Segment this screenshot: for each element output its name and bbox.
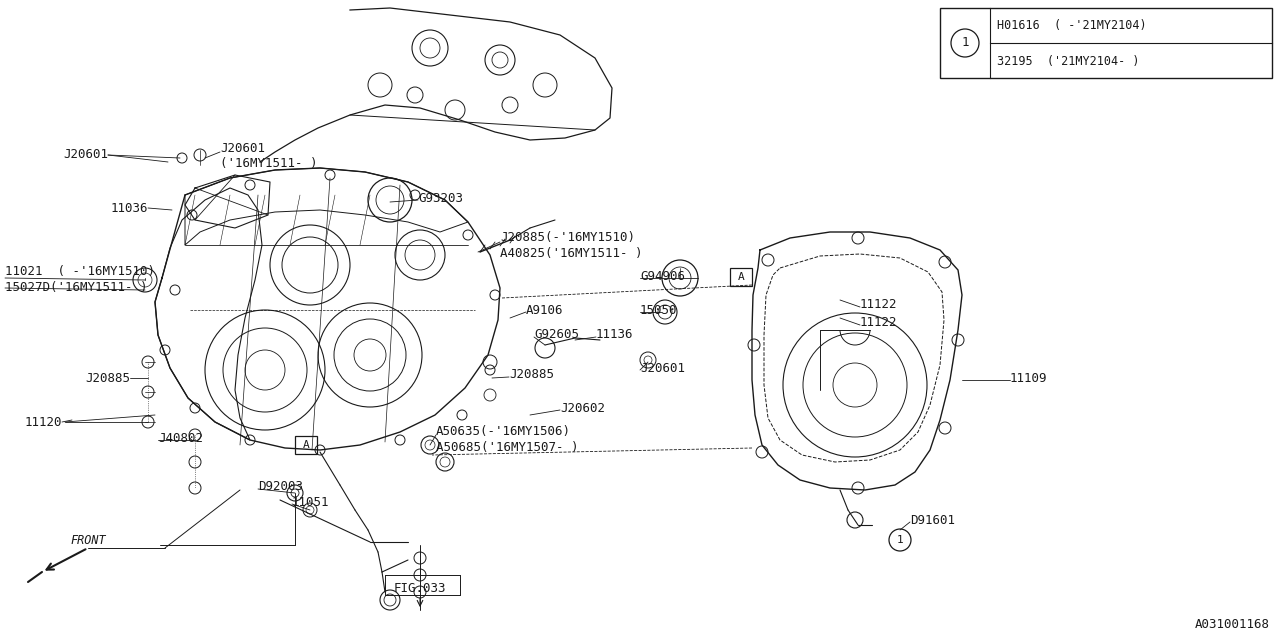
Text: 15050: 15050 [640,303,677,317]
Text: 11122: 11122 [860,317,897,330]
Text: A50685('16MY1507- ): A50685('16MY1507- ) [436,442,579,454]
Text: 11120: 11120 [24,415,61,429]
Bar [940,8,1272,78]
Text: J20885(-'16MY1510): J20885(-'16MY1510) [500,232,635,244]
Text: J40802: J40802 [157,431,204,445]
Text: 11021  ( -'16MY1510): 11021 ( -'16MY1510) [5,266,155,278]
Text: J20602: J20602 [561,401,605,415]
Text: A9106: A9106 [526,303,563,317]
Text: A40825('16MY1511- ): A40825('16MY1511- ) [500,248,643,260]
Text: A50635(-'16MY1506): A50635(-'16MY1506) [436,426,571,438]
Text: J20601: J20601 [640,362,685,376]
Text: ('16MY1511- ): ('16MY1511- ) [220,157,317,170]
Text: J20601: J20601 [63,148,108,161]
Text: H01616  ( -'21MY2104): H01616 ( -'21MY2104) [997,19,1147,31]
Text: J20885: J20885 [509,369,554,381]
Text: G94906: G94906 [640,271,685,284]
Text: FIG.033: FIG.033 [394,582,447,595]
Text: 1: 1 [961,36,969,49]
Bar [294,436,317,454]
Text: 1: 1 [896,535,904,545]
Text: A: A [302,440,310,450]
Text: G92605: G92605 [534,328,579,342]
Text: 11122: 11122 [860,298,897,312]
Text: 32195  ('21MY2104- ): 32195 ('21MY2104- ) [997,54,1139,67]
Text: FRONT: FRONT [70,534,106,547]
Text: A031001168: A031001168 [1196,618,1270,632]
Text: 11051: 11051 [292,495,329,509]
Text: 11136: 11136 [596,328,634,342]
Text: J20885: J20885 [84,371,131,385]
Text: A: A [737,272,745,282]
Text: 15027D('16MY1511- ): 15027D('16MY1511- ) [5,282,147,294]
Text: D92003: D92003 [259,481,303,493]
Text: J20601: J20601 [220,141,265,154]
Text: D91601: D91601 [910,513,955,527]
Text: 11109: 11109 [1010,371,1047,385]
Bar [730,268,753,286]
Text: 11036: 11036 [110,202,148,214]
Text: G93203: G93203 [419,191,463,205]
